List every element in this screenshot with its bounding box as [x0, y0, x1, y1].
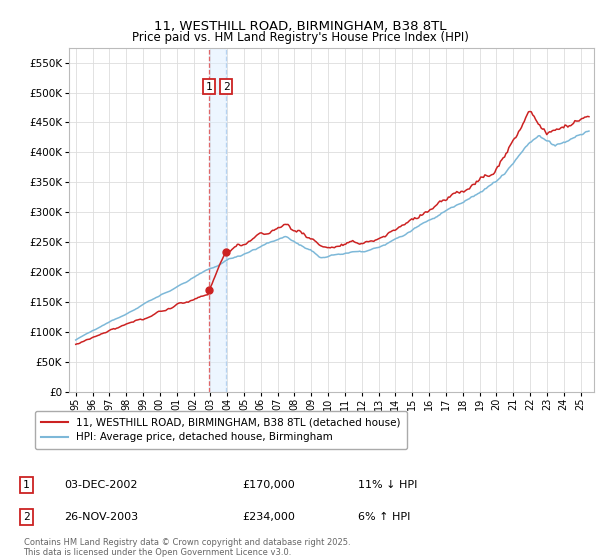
- Text: 2: 2: [223, 82, 230, 91]
- Text: Contains HM Land Registry data © Crown copyright and database right 2025.
This d: Contains HM Land Registry data © Crown c…: [23, 538, 350, 557]
- Text: 6% ↑ HPI: 6% ↑ HPI: [358, 512, 410, 522]
- Text: £234,000: £234,000: [242, 512, 295, 522]
- Text: £170,000: £170,000: [242, 480, 295, 490]
- Text: 2: 2: [23, 512, 30, 522]
- Text: 26-NOV-2003: 26-NOV-2003: [64, 512, 138, 522]
- Text: 1: 1: [206, 82, 212, 91]
- Legend: 11, WESTHILL ROAD, BIRMINGHAM, B38 8TL (detached house), HPI: Average price, det: 11, WESTHILL ROAD, BIRMINGHAM, B38 8TL (…: [35, 411, 407, 449]
- Bar: [209, 48, 226, 392]
- Text: 1: 1: [23, 480, 30, 490]
- Text: 11, WESTHILL ROAD, BIRMINGHAM, B38 8TL: 11, WESTHILL ROAD, BIRMINGHAM, B38 8TL: [154, 20, 446, 32]
- Text: 03-DEC-2002: 03-DEC-2002: [64, 480, 137, 490]
- Text: Price paid vs. HM Land Registry's House Price Index (HPI): Price paid vs. HM Land Registry's House …: [131, 31, 469, 44]
- Text: 11% ↓ HPI: 11% ↓ HPI: [358, 480, 417, 490]
